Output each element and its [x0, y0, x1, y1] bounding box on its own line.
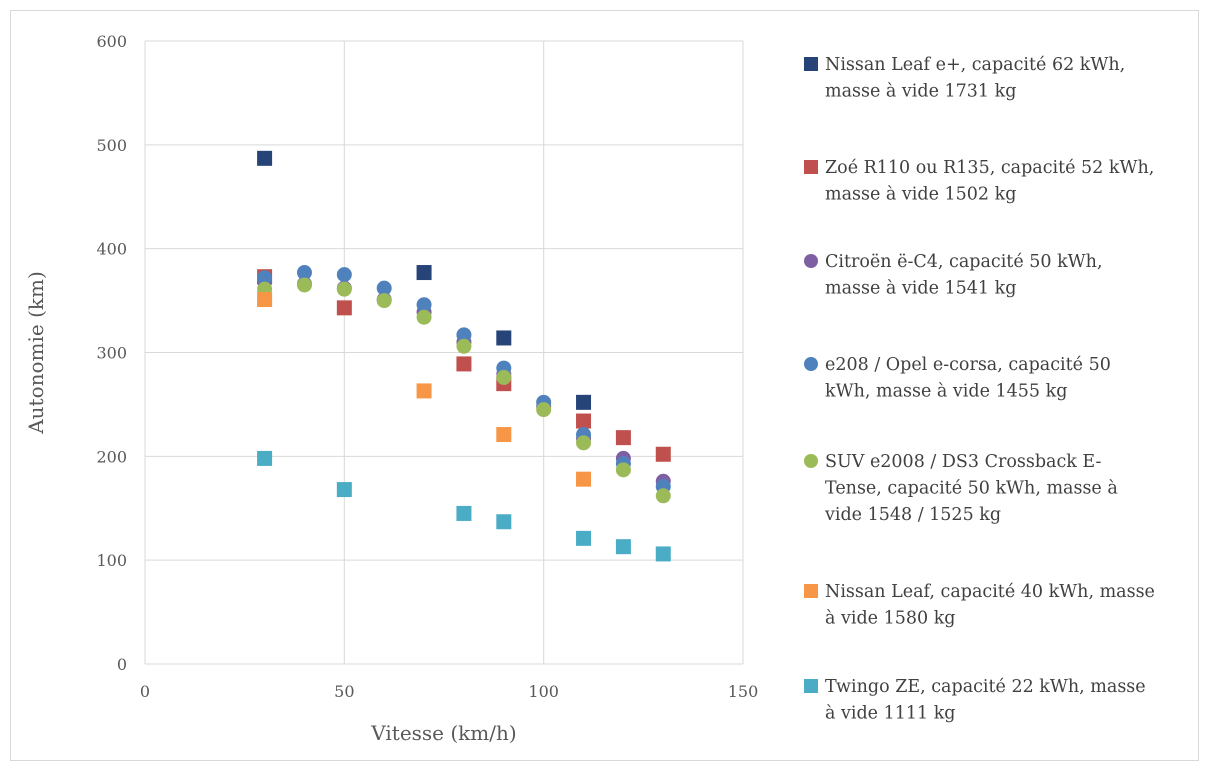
- data-point: [336, 300, 352, 316]
- legend-label: Zoé R110 ou R135, capacité 52 kWh,: [825, 158, 1154, 178]
- data-point: [376, 293, 392, 309]
- data-point: [376, 280, 392, 296]
- data-point: [336, 281, 352, 297]
- data-point: [296, 277, 312, 293]
- data-point: [615, 430, 631, 446]
- data-point: [576, 413, 592, 429]
- data-point: [416, 383, 432, 399]
- data-point: [576, 394, 592, 410]
- data-point: [257, 292, 273, 308]
- data-point: [257, 270, 273, 286]
- data-point: [257, 150, 273, 166]
- legend-marker: [804, 254, 818, 268]
- data-point: [576, 471, 592, 487]
- legend-marker: [804, 57, 818, 71]
- data-point: [496, 369, 512, 385]
- data-point: [257, 450, 273, 466]
- data-point: [416, 297, 432, 313]
- data-point: [416, 309, 432, 325]
- chart-frame: [10, 10, 1199, 761]
- data-point: [536, 402, 552, 418]
- legend-label: Tense, capacité 50 kWh, masse à: [825, 479, 1118, 499]
- legend-marker: [804, 454, 818, 468]
- legend-label: Nissan Leaf, capacité 40 kWh, masse: [825, 582, 1155, 602]
- data-point: [496, 514, 512, 530]
- y-axis-title: Autonomie (km): [24, 271, 48, 435]
- y-tick-label: 400: [96, 240, 127, 259]
- legend-label: vide 1548 / 1525 kg: [824, 505, 1001, 525]
- y-tick-label: 600: [96, 32, 127, 51]
- legend-label: Twingo ZE, capacité 22 kWh, masse: [825, 677, 1146, 697]
- y-tick-label: 200: [96, 447, 127, 466]
- x-tick-label: 50: [334, 682, 354, 701]
- legend-marker: [804, 679, 818, 693]
- data-point: [576, 530, 592, 546]
- y-tick-label: 0: [117, 655, 127, 674]
- x-tick-label: 100: [528, 682, 559, 701]
- legend-label: masse à vide 1541 kg: [825, 279, 1016, 299]
- data-point: [456, 356, 472, 372]
- data-point: [615, 462, 631, 478]
- y-tick-label: 100: [96, 551, 127, 570]
- data-point: [456, 327, 472, 343]
- data-point: [296, 265, 312, 281]
- data-point: [456, 338, 472, 354]
- legend-label: Nissan Leaf e+, capacité 62 kWh,: [825, 55, 1125, 75]
- x-tick-label: 0: [140, 682, 150, 701]
- data-point: [416, 265, 432, 281]
- data-point: [655, 546, 671, 562]
- legend-label: SUV e2008 / DS3 Crossback E-: [825, 452, 1102, 472]
- data-point: [655, 488, 671, 504]
- legend-label: masse à vide 1731 kg: [825, 82, 1016, 102]
- data-point: [496, 330, 512, 346]
- legend-label: à vide 1111 kg: [825, 704, 956, 724]
- legend-label: masse à vide 1502 kg: [825, 185, 1016, 205]
- legend-marker: [804, 357, 818, 371]
- data-point: [655, 446, 671, 462]
- y-tick-label: 300: [96, 344, 127, 363]
- legend-label: kWh, masse à vide 1455 kg: [825, 382, 1067, 402]
- data-point: [456, 505, 472, 521]
- legend-label: à vide 1580 kg: [825, 609, 956, 629]
- legend-label: e208 / Opel e-corsa, capacité 50: [825, 355, 1111, 375]
- legend-marker: [804, 160, 818, 174]
- legend-marker: [804, 584, 818, 598]
- x-axis-title: Vitesse (km/h): [370, 721, 516, 745]
- data-point: [336, 482, 352, 498]
- y-tick-label: 500: [96, 136, 127, 155]
- legend-label: Citroën ë-C4, capacité 50 kWh,: [825, 252, 1103, 272]
- data-point: [615, 539, 631, 555]
- data-point: [496, 427, 512, 443]
- data-point: [336, 267, 352, 283]
- x-tick-label: 150: [728, 682, 759, 701]
- data-point: [576, 435, 592, 451]
